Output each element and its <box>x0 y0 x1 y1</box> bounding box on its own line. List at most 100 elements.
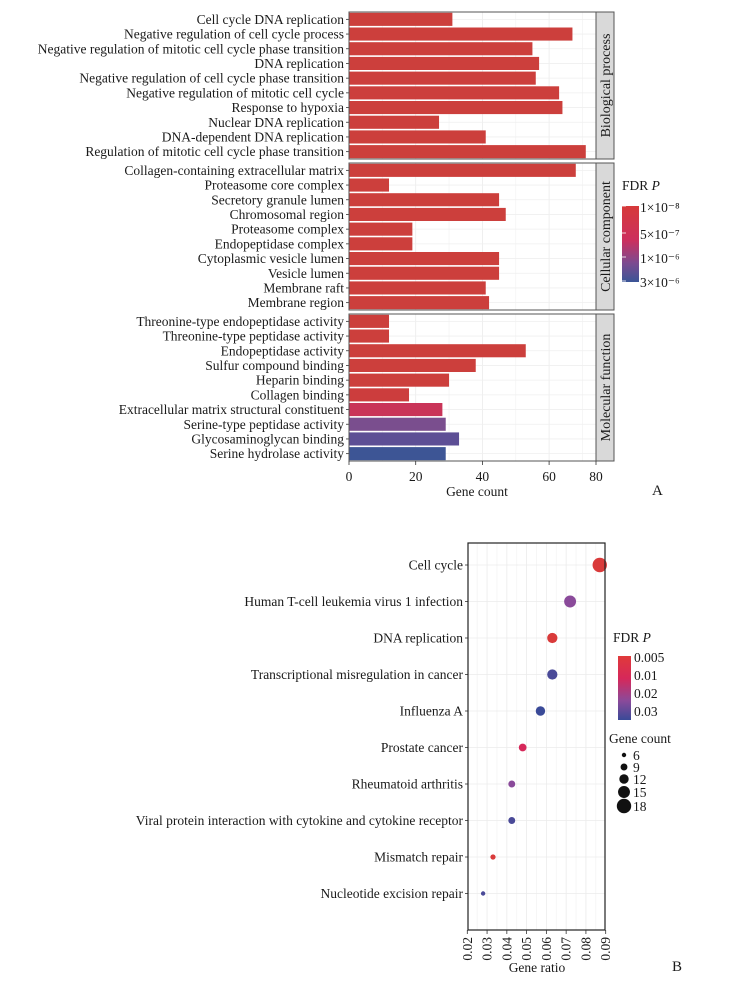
bar <box>349 42 533 56</box>
color-legend-title: FDR P <box>613 630 651 645</box>
x-tick-label: 60 <box>542 469 556 484</box>
size-legend-label: 18 <box>633 799 647 814</box>
legend-title: FDR P <box>622 178 660 193</box>
bar <box>349 222 413 236</box>
category-label: Membrane region <box>248 295 345 310</box>
size-legend-dot <box>619 774 629 784</box>
bar <box>349 403 443 417</box>
bar <box>349 27 573 41</box>
category-label: Rheumatoid arthritis <box>352 777 463 792</box>
category-label: Human T-cell leukemia virus 1 infection <box>244 594 463 609</box>
plot-border <box>467 542 606 931</box>
bar <box>349 447 446 461</box>
category-label: Collagen binding <box>251 387 345 402</box>
bar <box>349 252 500 266</box>
facet-strip-label: Biological process <box>599 34 614 138</box>
category-label: Serine-type peptidase activity <box>184 417 345 432</box>
size-legend-dot <box>621 752 627 758</box>
category-label: Cell cycle DNA replication <box>197 12 345 27</box>
x-tick-label: 0 <box>346 469 353 484</box>
bar <box>349 344 526 358</box>
legend-label: 0.005 <box>634 650 665 665</box>
category-label: Regulation of mitotic cell cycle phase t… <box>85 144 344 159</box>
x-tick-label: 20 <box>409 469 423 484</box>
x-tick-label: 80 <box>589 469 603 484</box>
category-label: Nucleotide excision repair <box>321 886 464 901</box>
size-legend-label: 9 <box>633 760 640 775</box>
category-label: Sulfur compound binding <box>205 358 344 373</box>
bar <box>349 358 476 372</box>
bar <box>349 266 500 280</box>
bar <box>349 417 446 431</box>
category-label: Vesicle lumen <box>268 266 344 281</box>
category-label: Endopeptidase activity <box>221 343 345 358</box>
category-label: DNA-dependent DNA replication <box>162 129 344 144</box>
data-point <box>535 706 546 716</box>
bar <box>349 101 563 115</box>
category-label: Membrane raft <box>263 280 344 295</box>
x-tick-label: 0.09 <box>598 937 613 961</box>
panel-label-a: A <box>652 483 663 499</box>
bar <box>349 281 486 295</box>
category-label: Viral protein interaction with cytokine … <box>136 813 464 828</box>
category-label: Glycosaminoglycan binding <box>191 431 344 446</box>
data-point <box>592 557 607 573</box>
facet-cellular-component: Collagen-containing extracellular matrix… <box>124 162 615 311</box>
x-axis-title: Gene count <box>446 484 508 499</box>
bar <box>349 296 490 310</box>
category-label: Negative regulation of mitotic cell cycl… <box>126 85 344 100</box>
x-tick-label: 0.06 <box>539 937 554 961</box>
category-label: DNA replication <box>373 631 463 646</box>
facet-strip <box>595 313 615 462</box>
category-label: Proteasome complex <box>231 222 344 237</box>
bar <box>349 373 450 387</box>
facet-strip-label: Molecular function <box>599 334 614 442</box>
bar <box>349 12 453 26</box>
panel-a-fdr-legend: FDR P 1×10⁻⁸ 5×10⁻⁷ 1×10⁻⁶ 3×10⁻⁶ <box>622 178 680 290</box>
bar <box>349 314 390 328</box>
x-tick-label: 0.07 <box>559 937 574 961</box>
bar <box>349 207 506 221</box>
legend-label: 1×10⁻⁸ <box>640 200 680 215</box>
size-legend-label: 15 <box>633 785 647 800</box>
bar <box>349 193 500 207</box>
legend-label: 0.01 <box>634 668 658 683</box>
category-label: Threonine-type peptidase activity <box>163 329 345 344</box>
category-label: Endopeptidase complex <box>215 236 345 251</box>
data-point <box>490 854 496 860</box>
data-point <box>480 891 486 896</box>
bar <box>349 163 576 177</box>
facet-molecular-function: Threonine-type endopeptidase activityThr… <box>119 313 615 462</box>
category-label: Serine hydrolase activity <box>210 446 344 461</box>
facet-strip-label: Cellular component <box>599 181 614 292</box>
legend-title-italic: P <box>642 630 651 645</box>
x-tick-label: 0.03 <box>480 937 495 961</box>
bar <box>349 71 536 85</box>
category-label: Influenza A <box>400 704 464 719</box>
bar <box>349 388 410 402</box>
size-legend-label: 6 <box>633 748 640 763</box>
bar <box>349 145 586 159</box>
category-label: Negative regulation of cell cycle proces… <box>124 27 344 42</box>
category-label: Negative regulation of cell cycle phase … <box>79 71 344 86</box>
size-legend-dot <box>620 763 628 771</box>
x-tick-label: 40 <box>476 469 490 484</box>
size-legend-title: Gene count <box>609 731 671 746</box>
category-label: Extracellular matrix structural constitu… <box>119 402 345 417</box>
category-label: Secretory granule lumen <box>211 192 344 207</box>
data-point <box>564 595 577 608</box>
legend-label: 0.03 <box>634 704 658 719</box>
panel-label-b: B <box>672 959 682 975</box>
legend-label: 3×10⁻⁶ <box>640 275 680 290</box>
category-label: Prostate cancer <box>381 740 464 755</box>
category-label: DNA replication <box>254 56 344 71</box>
x-tick-label: 0.04 <box>499 937 514 961</box>
x-tick-label: 0.08 <box>578 937 593 961</box>
bar <box>349 86 560 100</box>
legend-title-italic: P <box>651 178 660 193</box>
x-tick-label: 0.02 <box>460 937 475 961</box>
bar <box>349 115 440 129</box>
